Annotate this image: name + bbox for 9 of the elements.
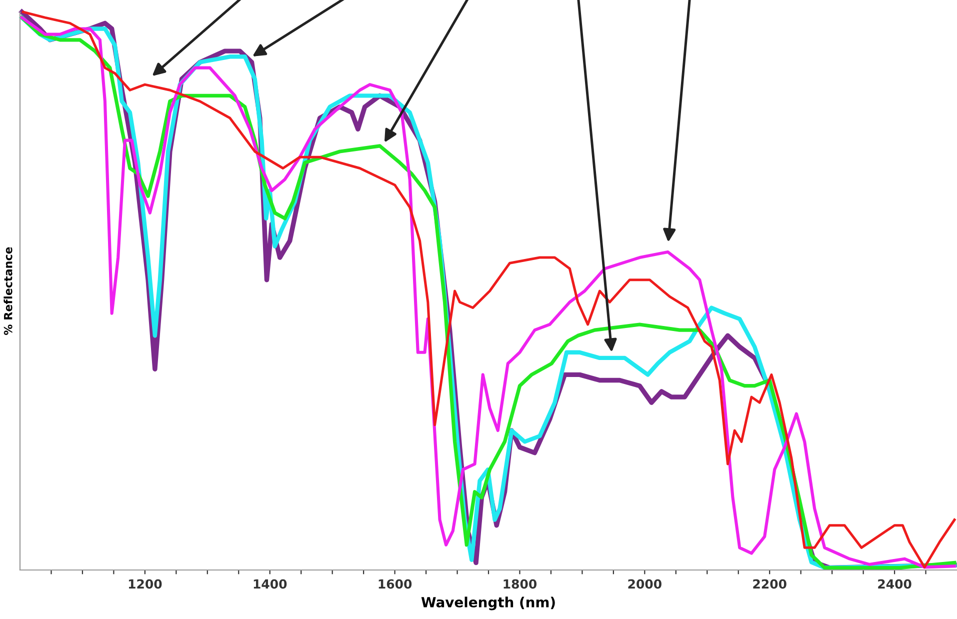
x-axis-title: Wavelength (nm)	[421, 596, 555, 610]
x-tick-label: 1800	[504, 579, 537, 589]
x-tick-label: 2200	[753, 579, 786, 589]
y-axis-title: % Reflectance	[4, 247, 12, 335]
x-tick-label: 2400	[878, 579, 912, 589]
x-tick-label: 1600	[378, 579, 412, 589]
x-tick-label: 2000	[628, 579, 662, 589]
x-tick-label: 1200	[128, 579, 162, 589]
x-tick-label: 1400	[254, 579, 287, 589]
